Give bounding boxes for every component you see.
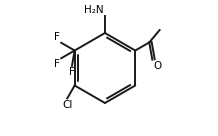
Text: Cl: Cl	[63, 100, 73, 110]
Text: O: O	[153, 61, 162, 71]
Text: F: F	[69, 67, 75, 77]
Text: F: F	[54, 59, 60, 69]
Text: F: F	[54, 32, 60, 42]
Text: H₂N: H₂N	[84, 5, 104, 15]
